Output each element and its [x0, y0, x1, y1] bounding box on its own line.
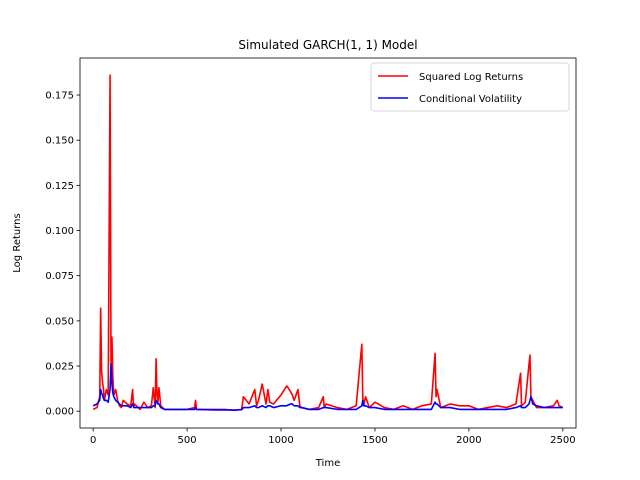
series-line-conditional-volatility: [92, 363, 563, 411]
x-tick-label: 500: [178, 435, 197, 446]
x-axis: 0 500 1000 1500 2000 2500: [90, 428, 576, 446]
x-tick-label: 0: [90, 435, 96, 446]
plot-area: [79, 57, 577, 429]
legend-label-squared-log-returns: Squared Log Returns: [419, 72, 523, 83]
plot-frame: [79, 57, 577, 429]
y-tick-label: 0.100: [45, 226, 74, 237]
x-tick-label: 1000: [268, 435, 293, 446]
y-axis-label: Log Returns: [12, 213, 23, 272]
y-tick-label: 0.025: [45, 362, 74, 373]
y-tick-label: 0.125: [45, 181, 74, 192]
y-tick-label: 0.000: [45, 407, 74, 418]
y-axis: 0.000 0.025 0.050 0.075 0.100 0.125 0.150 0.175: [45, 91, 80, 418]
legend: Squared Log Returns Conditional Volatili…: [370, 62, 570, 112]
y-tick-label: 0.150: [45, 136, 74, 147]
chart-title: Simulated GARCH(1, 1) Model: [238, 38, 417, 52]
legend-box: [370, 62, 570, 112]
series-line-squared-log-returns: [92, 74, 564, 412]
y-tick-label: 0.175: [45, 91, 74, 102]
x-tick-label: 1500: [362, 435, 387, 446]
x-tick-label: 2000: [456, 435, 481, 446]
y-tick-label: 0.075: [45, 271, 74, 282]
x-tick-label: 2500: [550, 435, 575, 446]
legend-label-conditional-volatility: Conditional Volatility: [419, 94, 522, 105]
y-tick-label: 0.050: [45, 316, 74, 327]
x-axis-label: Time: [315, 458, 340, 469]
